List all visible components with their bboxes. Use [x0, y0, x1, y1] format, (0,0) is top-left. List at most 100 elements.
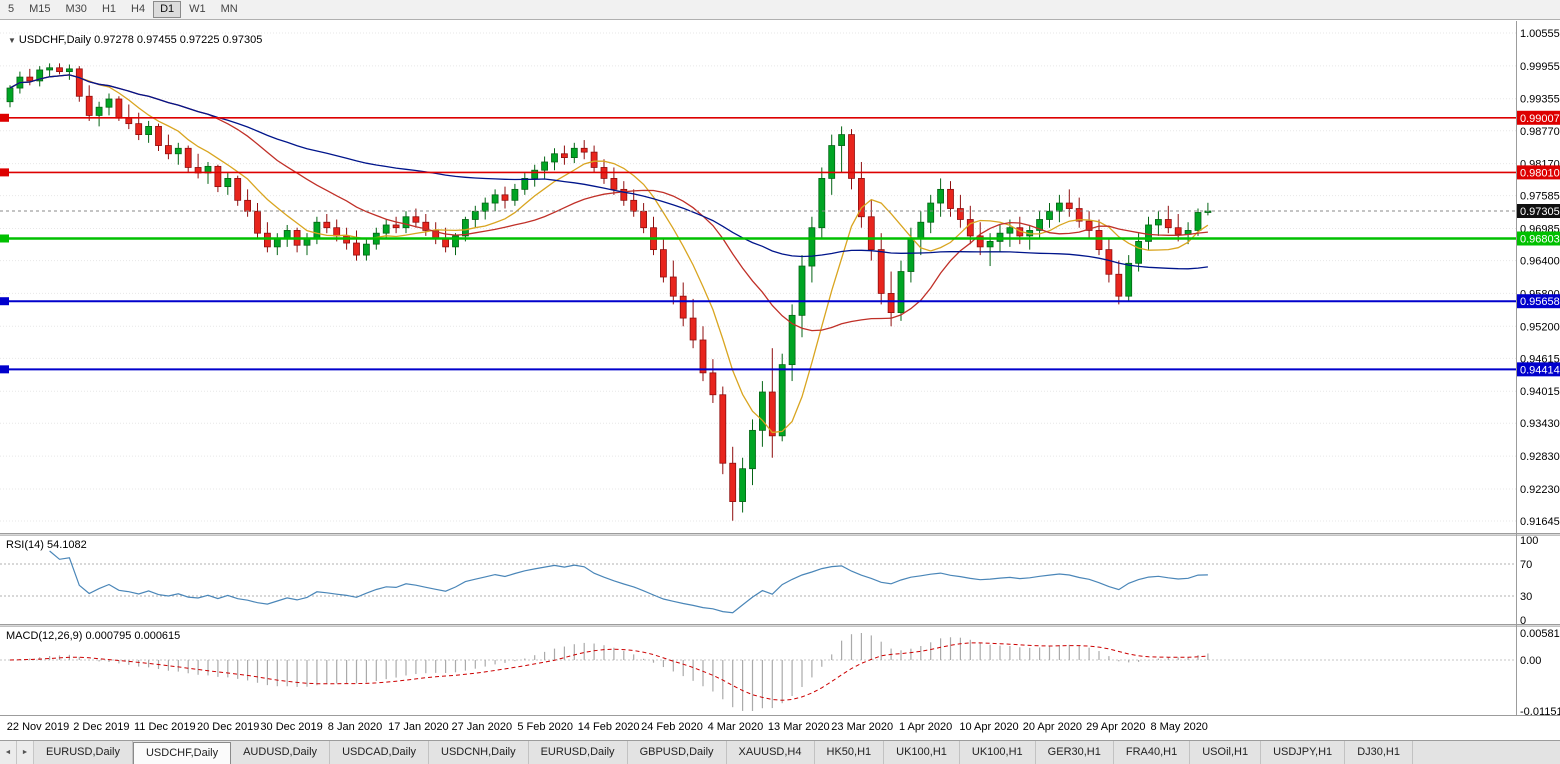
timeframe-button-mn[interactable]: MN	[220, 3, 238, 15]
macd-signal-line	[9, 642, 1208, 701]
macd-indicator-label: MACD(12,26,9) 0.000795 0.000615	[6, 630, 181, 642]
macd-panel[interactable]: 0.005818 0.00 -0.011510	[0, 627, 1560, 715]
tab-scroll-right-button[interactable]: ►	[17, 741, 34, 764]
candle	[432, 222, 440, 245]
price-tick-label: 0.92230	[1520, 484, 1560, 496]
price-tick-label: 0.99355	[1520, 94, 1560, 106]
candle	[561, 145, 568, 165]
chart-tab-hk50-h1[interactable]: HK50,H1	[815, 741, 885, 764]
timeframe-button-w1[interactable]: W1	[189, 3, 206, 15]
svg-text:0.98010: 0.98010	[1520, 167, 1560, 179]
candle	[937, 178, 944, 217]
chart-tab-uk100-h1[interactable]: UK100,H1	[884, 741, 960, 764]
panel-divider[interactable]	[0, 624, 1560, 627]
price-label-chip: 0.95658	[1517, 294, 1560, 309]
date-label: 24 Feb 2020	[641, 721, 703, 733]
panel-divider[interactable]	[0, 533, 1560, 536]
chart-tab-dj30-h1[interactable]: DJ30,H1	[1345, 741, 1413, 764]
rsi-axis-label: 70	[1520, 559, 1532, 571]
tab-scroll-left-button[interactable]: ◄	[0, 741, 17, 764]
price-tick-label: 1.00555	[1520, 28, 1560, 40]
candle	[155, 123, 162, 152]
date-label: 17 Jan 2020	[388, 721, 449, 733]
candle	[254, 203, 261, 239]
candle	[1006, 219, 1014, 247]
price-tick-label: 0.96400	[1520, 256, 1560, 268]
candle	[1155, 211, 1162, 236]
price-label-chip: 0.94414	[1517, 362, 1560, 377]
candle	[580, 140, 588, 160]
chart-tab-xauusd-h4[interactable]: XAUUSD,H4	[727, 741, 815, 764]
chart-tab-eurusd-daily[interactable]: EURUSD,Daily	[34, 741, 133, 764]
rsi-panel[interactable]: 100 70 30 0	[0, 536, 1560, 624]
candle	[709, 359, 717, 403]
horizontal-line[interactable]	[0, 365, 1516, 374]
chart-tab-fra40-h1[interactable]: FRA40,H1	[1114, 741, 1191, 764]
candle	[36, 66, 44, 87]
chart-tab-uk100-h1[interactable]: UK100,H1	[960, 741, 1036, 764]
candle	[689, 298, 697, 349]
rsi-axis-label: 30	[1520, 591, 1532, 603]
timeframe-button-5[interactable]: 5	[8, 3, 15, 15]
price-tick-label: 0.94015	[1520, 386, 1560, 398]
horizontal-line[interactable]	[0, 234, 1516, 243]
candle	[848, 129, 855, 190]
chart-tab-usdcad-daily[interactable]: USDCAD,Daily	[330, 741, 430, 764]
horizontal-line[interactable]	[0, 297, 1516, 306]
chart-tab-usdchf-daily[interactable]: USDCHF,Daily	[132, 742, 232, 764]
candle	[392, 216, 400, 234]
candle	[511, 183, 519, 206]
chart-tab-gbpusd-daily[interactable]: GBPUSD,Daily	[628, 741, 727, 764]
date-label: 8 Jan 2020	[327, 721, 383, 733]
candle	[669, 260, 677, 305]
timeframe-button-h4[interactable]: H4	[131, 3, 146, 15]
candle	[739, 457, 746, 513]
chart-tab-eurusd-daily[interactable]: EURUSD,Daily	[529, 741, 628, 764]
timeframe-button-m15[interactable]: M15	[29, 3, 51, 15]
candle	[501, 186, 509, 209]
candle	[471, 205, 479, 228]
candle	[362, 238, 370, 261]
candle	[679, 282, 687, 327]
candle	[234, 175, 242, 206]
timeframe-button-h1[interactable]: H1	[101, 3, 116, 15]
horizontal-line[interactable]	[0, 168, 1516, 177]
chart-tab-audusd-daily[interactable]: AUDUSD,Daily	[231, 741, 331, 764]
tab-list: EURUSD,Daily USDCHF,Daily AUDUSD,Daily USDC…	[34, 741, 1413, 764]
candle	[600, 159, 608, 184]
timeframe-button-m30[interactable]: M30	[65, 3, 87, 15]
rsi-axis-label: 0	[1520, 615, 1526, 624]
date-label: 13 Mar 2020	[767, 721, 830, 733]
date-label: 20 Dec 2019	[196, 721, 260, 733]
date-label: 2 Dec 2019	[73, 721, 130, 733]
candlestick-chart[interactable]: 1.005550.999550.993550.987700.981700.975…	[0, 21, 1560, 533]
chart-tab-ger30-h1[interactable]: GER30,H1	[1036, 741, 1114, 764]
time-axis[interactable]: 22 Nov 2019 2 Dec 2019 11 Dec 2019 20 Dec 2…	[0, 715, 1560, 740]
chart-tab-usoil-h1[interactable]: USOil,H1	[1190, 741, 1262, 764]
candle	[660, 238, 667, 283]
horizontal-line[interactable]	[0, 113, 1516, 122]
rsi-axis-label: 100	[1520, 536, 1538, 547]
rsi-line	[49, 550, 1208, 614]
candle	[491, 189, 499, 212]
chart-tab-usdcnh-daily[interactable]: USDCNH,Daily	[429, 741, 529, 764]
price-tick-label: 0.99955	[1520, 61, 1560, 73]
chart-tab-usdjpy-h1[interactable]: USDJPY,H1	[1261, 741, 1346, 764]
rsi-indicator-label: RSI(14) 54.1082	[6, 539, 87, 551]
candle	[808, 216, 816, 283]
candle	[927, 194, 935, 234]
candle	[778, 353, 786, 442]
candle	[1164, 205, 1172, 234]
price-axis-separator	[1516, 21, 1517, 715]
svg-text:0.95658: 0.95658	[1520, 296, 1560, 308]
candle	[145, 120, 153, 143]
candle	[1174, 214, 1182, 242]
macd-axis-label: -0.011510	[1520, 706, 1560, 715]
timeframe-button-d1[interactable]: D1	[153, 1, 182, 18]
price-tick-label: 0.97585	[1520, 191, 1560, 203]
candle	[531, 164, 539, 187]
candle	[273, 233, 281, 256]
candle	[1204, 202, 1212, 216]
price-tick-label: 0.95200	[1520, 321, 1560, 333]
candle	[105, 93, 113, 116]
